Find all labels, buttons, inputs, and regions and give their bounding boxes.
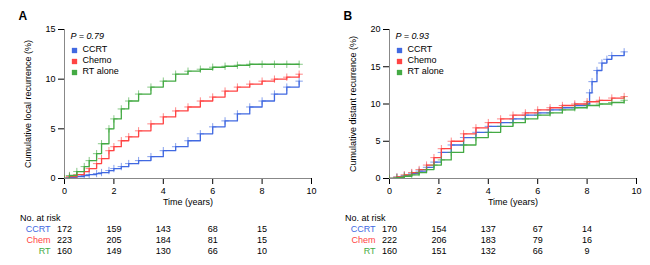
svg-text:No. at risk: No. at risk — [345, 213, 386, 223]
svg-text:160: 160 — [57, 246, 72, 256]
svg-text:CCRT: CCRT — [83, 44, 108, 54]
svg-text:B: B — [344, 9, 353, 23]
svg-text:Chem: Chem — [351, 235, 375, 245]
svg-text:0: 0 — [50, 173, 55, 183]
svg-text:RT: RT — [39, 246, 51, 256]
svg-text:Time (years): Time (years) — [163, 197, 213, 207]
svg-text:9: 9 — [585, 246, 590, 256]
svg-text:Cumulative distant recurrence: Cumulative distant recurrence (%) — [348, 36, 358, 172]
svg-text:15: 15 — [45, 24, 55, 34]
svg-text:154: 154 — [431, 224, 446, 234]
svg-text:15: 15 — [257, 235, 267, 245]
svg-text:10: 10 — [45, 74, 55, 84]
svg-text:183: 183 — [481, 235, 496, 245]
svg-text:5: 5 — [50, 124, 55, 134]
svg-text:10: 10 — [631, 186, 641, 196]
svg-text:Time (years): Time (years) — [488, 197, 538, 207]
svg-text:160: 160 — [382, 246, 397, 256]
svg-text:4: 4 — [486, 186, 491, 196]
svg-text:79: 79 — [533, 235, 543, 245]
svg-text:130: 130 — [156, 246, 171, 256]
svg-text:10: 10 — [257, 246, 267, 256]
svg-text:A: A — [19, 9, 28, 23]
svg-text:5: 5 — [375, 136, 380, 146]
svg-text:15: 15 — [257, 224, 267, 234]
svg-text:68: 68 — [208, 224, 218, 234]
svg-text:2: 2 — [111, 186, 116, 196]
svg-text:170: 170 — [382, 224, 397, 234]
svg-text:2: 2 — [436, 186, 441, 196]
svg-text:10: 10 — [370, 99, 380, 109]
svg-text:CCRT: CCRT — [351, 224, 376, 234]
svg-text:66: 66 — [533, 246, 543, 256]
svg-text:222: 222 — [382, 235, 397, 245]
svg-text:RT: RT — [364, 246, 376, 256]
svg-text:P = 0.93: P = 0.93 — [396, 31, 429, 41]
svg-text:15: 15 — [370, 62, 380, 72]
svg-text:137: 137 — [481, 224, 496, 234]
svg-text:CCRT: CCRT — [26, 224, 51, 234]
svg-text:184: 184 — [156, 235, 171, 245]
svg-text:0: 0 — [62, 186, 67, 196]
svg-text:0: 0 — [387, 186, 392, 196]
svg-text:Cumulative local recurrence (%: Cumulative local recurrence (%) — [23, 40, 33, 168]
svg-text:81: 81 — [208, 235, 218, 245]
svg-text:8: 8 — [260, 186, 265, 196]
svg-text:143: 143 — [156, 224, 171, 234]
svg-text:RT alone: RT alone — [408, 66, 444, 76]
svg-text:P = 0.79: P = 0.79 — [71, 31, 104, 41]
svg-text:6: 6 — [210, 186, 215, 196]
svg-text:67: 67 — [533, 224, 543, 234]
svg-text:0: 0 — [375, 173, 380, 183]
svg-text:14: 14 — [582, 224, 592, 234]
svg-text:159: 159 — [106, 224, 121, 234]
svg-text:151: 151 — [431, 246, 446, 256]
svg-text:20: 20 — [370, 24, 380, 34]
svg-text:No. at risk: No. at risk — [20, 213, 61, 223]
svg-text:8: 8 — [585, 186, 590, 196]
svg-text:205: 205 — [106, 235, 121, 245]
svg-text:Chemo: Chemo — [408, 55, 437, 65]
svg-text:206: 206 — [431, 235, 446, 245]
svg-text:4: 4 — [161, 186, 166, 196]
svg-text:RT alone: RT alone — [83, 66, 119, 76]
svg-text:10: 10 — [306, 186, 316, 196]
svg-text:CCRT: CCRT — [408, 44, 433, 54]
svg-text:149: 149 — [106, 246, 121, 256]
svg-text:Chemo: Chemo — [83, 55, 112, 65]
svg-text:172: 172 — [57, 224, 72, 234]
svg-text:223: 223 — [57, 235, 72, 245]
svg-text:6: 6 — [535, 186, 540, 196]
svg-text:132: 132 — [481, 246, 496, 256]
svg-text:Chem: Chem — [26, 235, 50, 245]
svg-text:66: 66 — [208, 246, 218, 256]
svg-text:16: 16 — [582, 235, 592, 245]
